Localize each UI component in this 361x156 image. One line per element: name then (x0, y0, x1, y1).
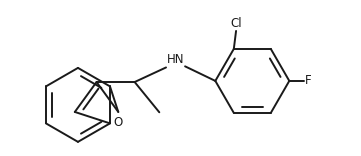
Text: Cl: Cl (230, 17, 242, 30)
Text: O: O (114, 116, 123, 129)
Text: HN: HN (167, 53, 184, 66)
Text: F: F (305, 74, 312, 87)
